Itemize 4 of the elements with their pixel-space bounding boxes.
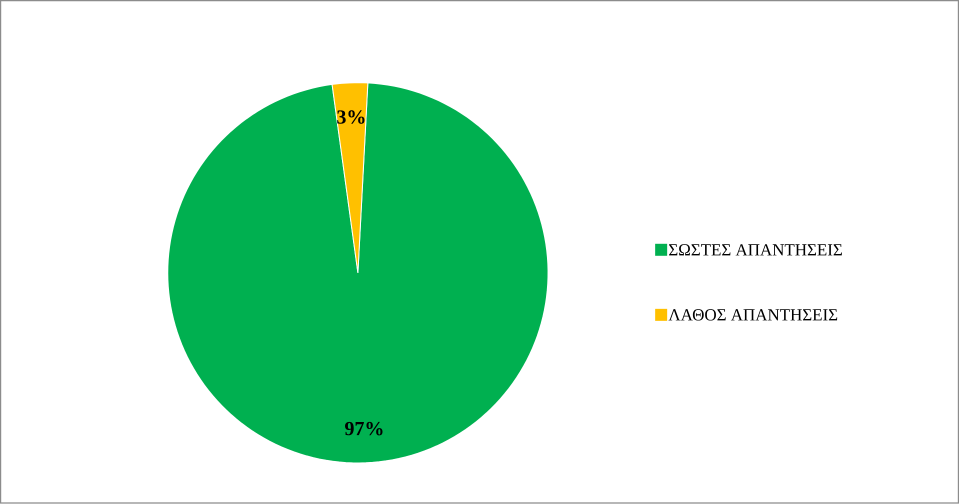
- data-label: 3%: [337, 110, 364, 124]
- data-label: 97%: [345, 422, 382, 436]
- legend-label: ΛΑΘΟΣ ΑΠΑΝΤΗΣΕΙΣ: [668, 309, 838, 321]
- legend-label: ΣΩΣΤΕΣ ΑΠΑΝΤΗΣΕΙΣ: [669, 244, 842, 256]
